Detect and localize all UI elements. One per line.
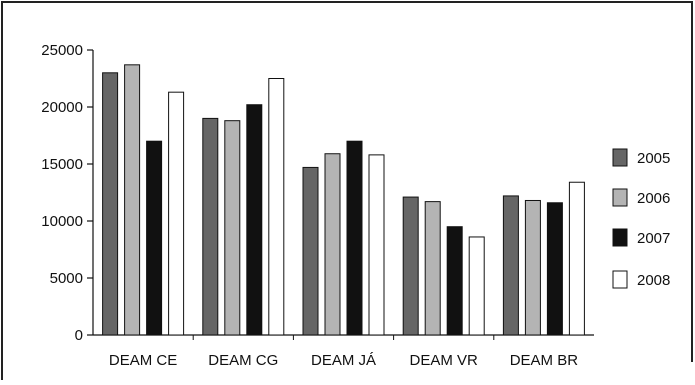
y-tick-label: 20000 (41, 99, 83, 116)
bar-2006 (324, 153, 341, 336)
bar-2007 (346, 140, 363, 336)
bar-2008 (168, 91, 185, 336)
bars-group (102, 64, 585, 336)
bar-2005 (302, 166, 319, 336)
legend-label-2007: 2007 (637, 230, 670, 247)
legend-swatch-2006 (612, 188, 628, 207)
bar-2006 (424, 201, 441, 336)
bar-2008 (268, 78, 285, 336)
x-category-label: DEAM CE (109, 352, 177, 369)
bar-2007 (146, 140, 163, 336)
y-tick-label: 10000 (41, 213, 83, 230)
y-axis-tick-labels: 0 5000 10000 15000 20000 25000 (41, 42, 83, 344)
legend-swatch-2008 (612, 270, 628, 289)
bar-2006 (524, 199, 541, 336)
legend-label-2008: 2008 (637, 272, 670, 289)
y-axis-ticks (87, 49, 93, 336)
bar-2007 (446, 226, 463, 336)
bar-2005 (502, 195, 519, 336)
bar-2007 (546, 202, 563, 336)
y-tick-label: 25000 (41, 42, 83, 59)
x-category-label: DEAM CG (208, 352, 278, 369)
bar-2005 (202, 117, 219, 336)
y-tick-label: 5000 (50, 270, 83, 287)
legend-swatch-2005 (612, 148, 628, 167)
legend-label-2006: 2006 (637, 190, 670, 207)
y-tick-label: 0 (75, 327, 83, 344)
legend-label-2005: 2005 (637, 150, 670, 167)
legend: 2005 2006 2007 2008 (612, 148, 670, 289)
x-category-label: DEAM VR (410, 352, 479, 369)
bar-2005 (102, 72, 119, 336)
y-tick-label: 15000 (41, 156, 83, 173)
bar-2005 (402, 196, 419, 336)
bar-2008 (468, 236, 485, 336)
bar-2008 (568, 181, 585, 336)
x-category-label: DEAM JÁ (311, 352, 376, 369)
x-axis-ticks (192, 335, 495, 340)
x-axis-category-labels: DEAM CE DEAM CG DEAM JÁ DEAM VR DEAM BR (109, 352, 578, 369)
bar-2008 (368, 154, 385, 336)
x-category-label: DEAM BR (510, 352, 579, 369)
bar-2006 (124, 64, 141, 336)
bar-2007 (246, 104, 263, 336)
bar-2006 (224, 120, 241, 336)
legend-swatch-2007 (612, 228, 628, 247)
